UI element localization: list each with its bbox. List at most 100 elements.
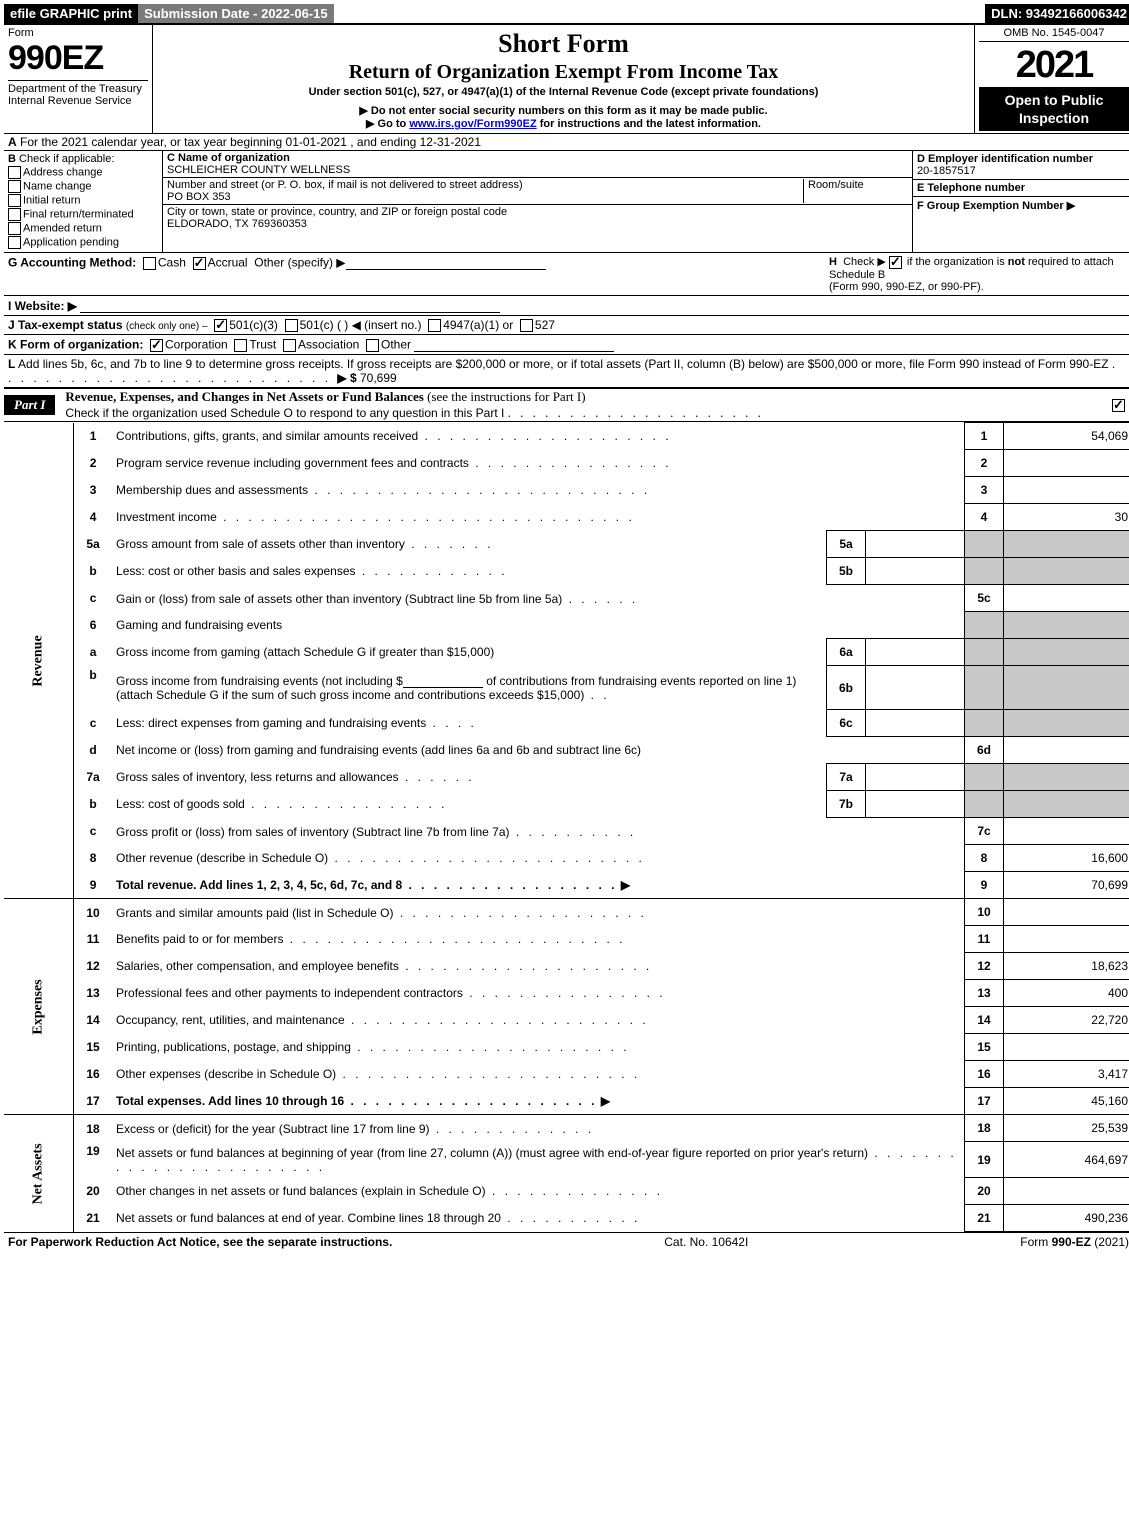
street-row: Number and street (or P. O. box, if mail… (163, 178, 912, 205)
line-19: 19 Net assets or fund balances at beginn… (4, 1142, 1129, 1178)
line-5b: b Less: cost or other basis and sales ex… (4, 558, 1129, 585)
line-9: 9 Total revenue. Add lines 1, 2, 3, 4, 5… (4, 872, 1129, 899)
line-5c-value (1004, 585, 1129, 612)
footer-cat-no: Cat. No. 10642I (664, 1235, 748, 1249)
line-4: 4 Investment income . . . . . . . . . . … (4, 504, 1129, 531)
form-word: Form (8, 27, 148, 39)
line-21: 21 Net assets or fund balances at end of… (4, 1205, 1129, 1232)
line-2: 2 Program service revenue including gove… (4, 450, 1129, 477)
line-14: 14 Occupancy, rent, utilities, and maint… (4, 1007, 1129, 1034)
section-g: G Accounting Method: Cash Accrual Other … (8, 255, 546, 293)
section-l-text: Add lines 5b, 6c, and 7b to line 9 to de… (18, 357, 1109, 371)
line-8-value: 16,600 (1004, 845, 1129, 872)
line-7a: 7a Gross sales of inventory, less return… (4, 764, 1129, 791)
chk-trust[interactable] (234, 339, 247, 352)
chk-cash[interactable] (143, 257, 156, 270)
section-k-label: K Form of organization: (8, 338, 143, 352)
line-11: 11 Benefits paid to or for members . . .… (4, 926, 1129, 953)
line-13: 13 Professional fees and other payments … (4, 980, 1129, 1007)
tax-year: 2021 (979, 44, 1129, 87)
part-1-check-text: Check if the organization used Schedule … (65, 406, 504, 420)
org-name-label: C Name of organization (167, 152, 290, 164)
line-17: 17 Total expenses. Add lines 10 through … (4, 1088, 1129, 1115)
section-l-label: L (8, 357, 15, 371)
line-20: 20 Other changes in net assets or fund b… (4, 1178, 1129, 1205)
ein-row: D Employer identification number 20-1857… (913, 151, 1129, 180)
section-i-row: I Website: ▶ (4, 296, 1129, 316)
chk-other-org[interactable] (366, 339, 379, 352)
section-b: B Check if applicable: Address change Na… (4, 151, 163, 252)
omb-number: OMB No. 1545-0047 (979, 27, 1129, 42)
city-value: ELDORADO, TX 769360353 (167, 218, 307, 230)
section-b-instr: Check if applicable: (19, 153, 114, 165)
chk-501c3[interactable] (214, 319, 227, 332)
chk-schedule-b[interactable] (889, 256, 902, 269)
header-right-col: OMB No. 1545-0047 2021 Open to Public In… (974, 25, 1129, 133)
website-field[interactable] (80, 298, 500, 313)
revenue-section-label: Revenue (4, 423, 74, 899)
ein-value: 20-1857517 (917, 165, 976, 177)
footer-left: For Paperwork Reduction Act Notice, see … (8, 1235, 392, 1249)
line-19-value: 464,697 (1004, 1142, 1129, 1178)
section-a-row: A For the 2021 calendar year, or tax yea… (4, 134, 1129, 151)
street-label: Number and street (or P. O. box, if mail… (167, 179, 523, 191)
netassets-section-label: Net Assets (4, 1115, 74, 1232)
phone-label: E Telephone number (917, 182, 1025, 194)
line-6d: d Net income or (loss) from gaming and f… (4, 737, 1129, 764)
city-row: City or town, state or province, country… (163, 205, 912, 231)
section-h-text4: (Form 990, 990-EZ, or 990-PF). (829, 281, 984, 293)
goto-pre: ▶ Go to (366, 118, 409, 130)
chk-final-return[interactable]: Final return/terminated (8, 208, 158, 221)
section-de: D Employer identification number 20-1857… (912, 151, 1129, 252)
line-3-value (1004, 477, 1129, 504)
section-j-row: J Tax-exempt status (check only one) – 5… (4, 316, 1129, 335)
chk-4947[interactable] (428, 319, 441, 332)
line-20-value (1004, 1178, 1129, 1205)
line-6a: a Gross income from gaming (attach Sched… (4, 639, 1129, 666)
line-6b: b Gross income from fundraising events (… (4, 666, 1129, 710)
line-7c: c Gross profit or (loss) from sales of i… (4, 818, 1129, 845)
line-2-value (1004, 450, 1129, 477)
line-6d-value (1004, 737, 1129, 764)
other-org-field[interactable] (414, 337, 614, 352)
ein-label: D Employer identification number (917, 153, 1093, 165)
line-10-value (1004, 899, 1129, 926)
line-10: Expenses 10 Grants and similar amounts p… (4, 899, 1129, 926)
city-label: City or town, state or province, country… (167, 206, 507, 218)
contrib-amount-field[interactable] (403, 673, 483, 688)
expenses-section-label: Expenses (4, 899, 74, 1115)
open-to-public: Open to Public Inspection (979, 87, 1129, 131)
other-specify-field[interactable] (346, 255, 546, 270)
irs-link[interactable]: www.irs.gov/Form990EZ (409, 118, 536, 130)
part-1-table: Revenue 1 Contributions, gifts, grants, … (4, 422, 1129, 1232)
group-exemption-label: F Group Exemption Number (917, 200, 1064, 212)
line-18: Net Assets 18 Excess or (deficit) for th… (4, 1115, 1129, 1142)
chk-501c[interactable] (285, 319, 298, 332)
line-9-value: 70,699 (1004, 872, 1129, 899)
chk-accrual[interactable] (193, 257, 206, 270)
section-b-label: B (8, 153, 16, 165)
chk-address-change[interactable]: Address change (8, 166, 158, 179)
line-13-value: 400 (1004, 980, 1129, 1007)
header-title-block: Short Form Return of Organization Exempt… (153, 25, 974, 133)
chk-527[interactable] (520, 319, 533, 332)
line-12-value: 18,623 (1004, 953, 1129, 980)
other-specify-label: Other (specify) ▶ (254, 256, 345, 270)
chk-name-change[interactable]: Name change (8, 180, 158, 193)
footer-right: Form 990-EZ (2021) (1020, 1235, 1129, 1249)
chk-initial-return[interactable]: Initial return (8, 194, 158, 207)
chk-corp[interactable] (150, 339, 163, 352)
chk-app-pending[interactable]: Application pending (8, 236, 158, 249)
line-1: Revenue 1 Contributions, gifts, grants, … (4, 423, 1129, 450)
line-8: 8 Other revenue (describe in Schedule O)… (4, 845, 1129, 872)
chk-schedule-o[interactable] (1112, 399, 1125, 412)
chk-assoc[interactable] (283, 339, 296, 352)
goto-post: for instructions and the latest informat… (537, 118, 761, 130)
phone-row: E Telephone number (913, 180, 1129, 197)
short-form-title: Short Form (159, 29, 968, 59)
chk-amended-return[interactable]: Amended return (8, 222, 158, 235)
line-7b: b Less: cost of goods sold . . . . . . .… (4, 791, 1129, 818)
line-16: 16 Other expenses (describe in Schedule … (4, 1061, 1129, 1088)
section-a-label: A (8, 135, 17, 149)
line-21-value: 490,236 (1004, 1205, 1129, 1232)
